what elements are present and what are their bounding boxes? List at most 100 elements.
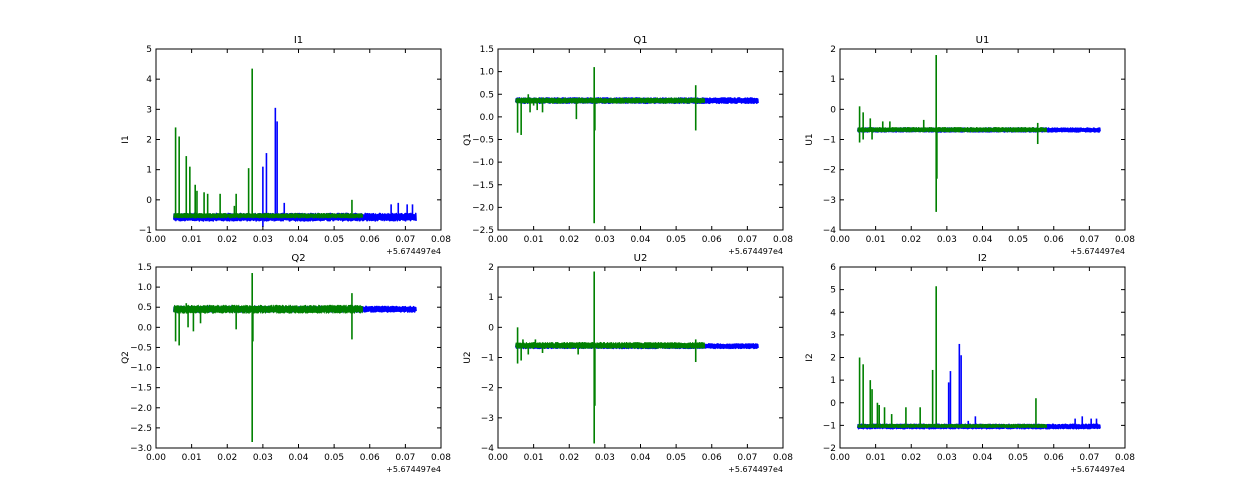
y-tick-label: −2 <box>481 384 494 394</box>
y-tick-label: −1.0 <box>472 158 494 168</box>
x-tick-label: 0.01 <box>866 235 886 245</box>
y-axis-label: I2 <box>805 353 815 361</box>
x-tick-label: 0.02 <box>901 235 921 245</box>
y-tick-label: −3.0 <box>130 444 152 454</box>
y-tick-label: 2 <box>146 136 152 146</box>
x-tick-label: 0.03 <box>937 453 957 463</box>
subplot-title: U1 <box>976 35 990 46</box>
y-tick-label: −1 <box>823 421 836 431</box>
x-offset-label: +5.674497e4 <box>728 247 783 256</box>
y-tick-label: 4 <box>146 75 152 85</box>
x-tick-label: 0.06 <box>360 235 380 245</box>
plot-area <box>173 273 417 442</box>
y-tick-label: 5 <box>146 45 152 55</box>
x-tick-label: 0.07 <box>395 453 415 463</box>
x-tick-label: 0.03 <box>253 235 273 245</box>
y-tick-label: 1 <box>488 293 494 303</box>
axes-frame <box>497 48 784 231</box>
y-tick-label: 0 <box>488 323 494 333</box>
x-tick-label: 0.03 <box>595 453 615 463</box>
series-green-trace <box>173 304 364 314</box>
plot-area <box>515 271 759 444</box>
subplot-q1: 0.00 0.01 0.02 0.03 0.04 0.05 0.06 0.07 0.08 −2.5… <box>463 35 793 256</box>
series-green-trace <box>515 97 706 104</box>
x-tick-label: 0.01 <box>182 453 202 463</box>
x-tick-label: 0.06 <box>360 453 380 463</box>
y-tick-label: 0 <box>830 105 836 115</box>
x-tick-label: 0.05 <box>1008 453 1028 463</box>
y-tick-label: −1 <box>481 354 494 364</box>
y-tick-label: −2 <box>823 444 836 454</box>
x-offset-label: +5.674497e4 <box>1070 247 1125 256</box>
x-tick-label: 0.04 <box>630 235 650 245</box>
y-tick-label: 4 <box>830 308 836 318</box>
y-tick-label: 3 <box>146 105 152 115</box>
subplot-title: Q2 <box>291 253 305 264</box>
y-tick-label: 0 <box>830 399 836 409</box>
x-tick-label: 0.06 <box>702 453 722 463</box>
y-tick-label: 1.5 <box>138 263 152 273</box>
y-tick-label: −1 <box>139 226 152 236</box>
x-tick-label: 0.05 <box>324 235 344 245</box>
x-tick-label: 0.08 <box>773 453 793 463</box>
x-tick-label: 0.08 <box>1115 235 1135 245</box>
x-tick-label: 0.06 <box>1044 235 1064 245</box>
y-tick-label: 0.0 <box>138 323 153 333</box>
x-tick-label: 0.00 <box>146 235 166 245</box>
y-tick-label: −3 <box>481 414 494 424</box>
x-offset-label: +5.674497e4 <box>1070 465 1125 474</box>
subplot-u2: 0.00 0.01 0.02 0.03 0.04 0.05 0.06 0.07 0.08 −4 −3… <box>463 253 793 474</box>
y-tick-label: 2 <box>488 263 494 273</box>
y-tick-label: 0.5 <box>138 303 152 313</box>
subplot-title: I1 <box>294 35 303 46</box>
x-tick-label: 0.08 <box>431 453 451 463</box>
y-tick-label: −0.5 <box>472 136 494 146</box>
x-tick-label: 0.00 <box>488 453 508 463</box>
x-tick-label: 0.08 <box>1115 453 1135 463</box>
x-tick-label: 0.01 <box>866 453 886 463</box>
y-tick-label: −1.5 <box>130 384 152 394</box>
y-tick-label: 2 <box>830 45 836 55</box>
series-green-trace <box>857 423 1048 429</box>
x-tick-label: 0.05 <box>666 453 686 463</box>
y-tick-label: 1 <box>146 166 152 176</box>
x-offset-label: +5.674497e4 <box>728 465 783 474</box>
x-offset-label: +5.674497e4 <box>386 465 441 474</box>
y-tick-label: −2.0 <box>130 404 152 414</box>
y-tick-label: −1 <box>823 136 836 146</box>
y-tick-label: −2.0 <box>472 203 494 213</box>
x-tick-label: 0.04 <box>288 453 308 463</box>
series-green-trace <box>173 212 364 219</box>
subplot-i1: 0.00 0.01 0.02 0.03 0.04 0.05 0.06 0.07 0.08 −1 0 1… <box>121 35 451 256</box>
subplot-title: Q1 <box>633 35 647 46</box>
y-tick-label: 1.0 <box>138 283 153 293</box>
y-axis-label: U2 <box>463 351 473 363</box>
y-tick-label: 3 <box>830 331 836 341</box>
y-tick-label: 5 <box>830 286 836 296</box>
x-tick-label: 0.06 <box>1044 453 1064 463</box>
y-tick-label: 2 <box>830 354 836 364</box>
y-tick-label: −2 <box>823 166 836 176</box>
series-green-trace <box>857 126 1048 133</box>
plot-area <box>173 68 417 227</box>
y-tick-label: 1 <box>830 75 836 85</box>
y-tick-label: 1.0 <box>480 68 495 78</box>
subplot-q2: 0.00 0.01 0.02 0.03 0.04 0.05 0.06 0.07 0.08 −3.0… <box>121 253 451 474</box>
y-tick-label: −4 <box>481 444 495 454</box>
axes-frame <box>155 266 442 449</box>
y-tick-label: −3 <box>823 196 836 206</box>
y-tick-label: 0 <box>146 196 152 206</box>
x-tick-label: 0.02 <box>217 235 237 245</box>
y-tick-label: 6 <box>830 263 836 273</box>
y-tick-label: 1.5 <box>480 45 494 55</box>
y-tick-label: −4 <box>823 226 837 236</box>
y-tick-label: −1.5 <box>472 181 494 191</box>
x-tick-label: 0.01 <box>182 235 202 245</box>
x-tick-label: 0.02 <box>217 453 237 463</box>
x-tick-label: 0.05 <box>324 453 344 463</box>
x-tick-label: 0.00 <box>146 453 166 463</box>
axes-frame <box>497 266 784 449</box>
x-tick-label: 0.00 <box>830 453 850 463</box>
y-axis-label: U1 <box>805 133 815 145</box>
